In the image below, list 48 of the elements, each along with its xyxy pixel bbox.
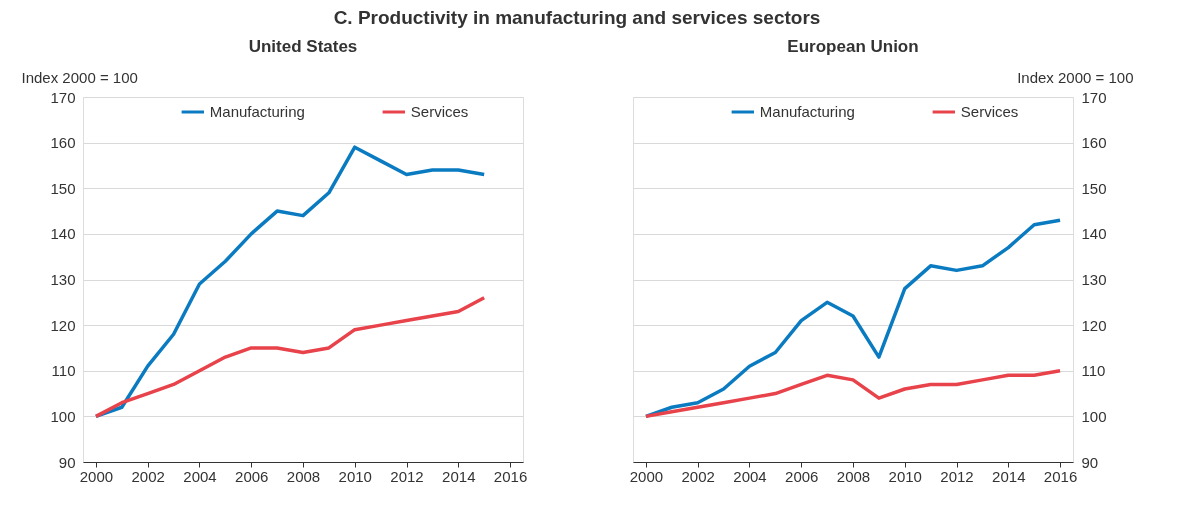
x-tick-label: 2002 [681,467,715,485]
y-tick-label: 90 [1081,453,1099,471]
y-tick-label: 110 [51,362,76,380]
y-tick-label: 100 [50,407,76,425]
y-tick-label: 120 [1081,316,1107,334]
y-tick-label: 150 [1081,179,1107,197]
y-axis-title: Index 2000 = 100 [1017,68,1134,86]
x-tick-label: 2012 [940,467,974,485]
x-tick-label: 2000 [79,467,114,485]
x-tick-label: 2012 [390,467,424,485]
y-tick-label: 170 [1081,88,1107,106]
y-tick-label: 140 [1081,225,1107,243]
x-tick-label: 2006 [785,467,819,485]
legend-label: Services [410,103,469,120]
x-tick-label: 2014 [442,467,476,485]
chart-subtitle: European Union [787,37,919,56]
x-tick-label: 2008 [836,467,871,485]
x-tick-label: 2014 [992,467,1026,485]
chart-subtitle: United States [248,37,358,56]
y-tick-label: 150 [50,179,76,197]
x-tick-label: 2000 [629,467,664,485]
y-tick-label: 110 [1081,362,1106,380]
x-tick-label: 2002 [131,467,165,485]
y-axis-title: Index 2000 = 100 [21,68,138,86]
x-tick-label: 2010 [888,467,922,485]
x-tick-label: 2006 [235,467,269,485]
x-tick-label: 2008 [286,467,321,485]
line-series [94,145,486,419]
x-tick-label: 2004 [183,467,217,485]
y-tick-label: 90 [58,453,76,471]
x-tick-label: 2010 [338,467,372,485]
legend-label: Services [960,103,1019,120]
line-series [94,296,486,419]
legend-label: Manufacturing [209,103,305,120]
legend-label: Manufacturing [759,103,855,120]
y-tick-label: 160 [50,134,76,152]
x-tick-label: 2004 [733,467,767,485]
y-tick-label: 130 [1081,271,1107,288]
y-tick-label: 170 [50,88,76,106]
y-tick-label: 100 [1081,407,1107,425]
x-tick-label: 2016 [493,467,528,485]
y-tick-label: 120 [50,316,76,334]
line-series [644,369,1062,419]
x-tick-label: 2016 [1043,467,1078,485]
y-tick-label: 160 [1081,134,1107,152]
y-tick-label: 130 [50,271,76,288]
text: C. Productivity in manufacturing and services sectors [333,6,821,28]
y-tick-label: 140 [50,225,76,243]
